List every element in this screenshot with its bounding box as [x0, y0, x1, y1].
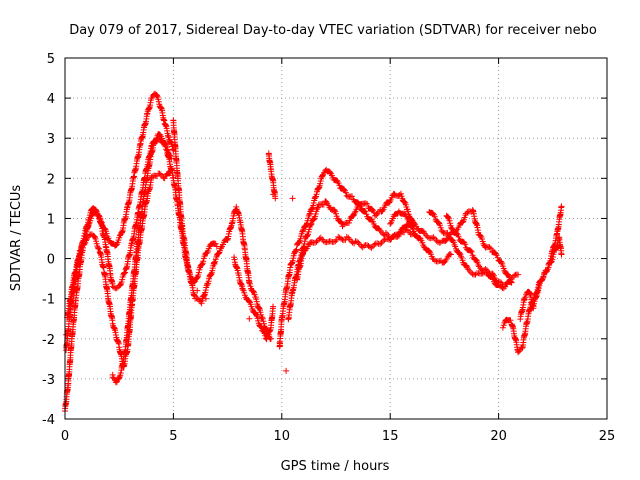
y-axis-label: SDTVAR / TECUs: [9, 185, 24, 292]
x-tick-label: 20: [490, 429, 507, 444]
axis-ticks: [64, 57, 608, 420]
y-tick-label: -4: [42, 413, 55, 428]
x-tick-label: 15: [382, 429, 399, 444]
grid-lines: [65, 58, 607, 419]
plot-frame: [64, 57, 608, 420]
y-tick-label: 2: [47, 172, 55, 187]
y-tick-label: 1: [47, 212, 55, 227]
x-tick-label: 0: [61, 429, 69, 444]
sdtvar-markers: [62, 90, 565, 414]
y-tick-label: -3: [42, 373, 55, 388]
chart-title: Day 079 of 2017, Sidereal Day-to-day VTE…: [69, 23, 597, 38]
x-tick-label: 5: [169, 429, 177, 444]
tick-labels: 0 5 10 15 20 25 -4 -3 -2 -1 0 1 2 3 4 5: [42, 52, 615, 444]
y-tick-label: 4: [47, 92, 55, 107]
x-tick-label: 10: [274, 429, 291, 444]
y-tick-label: -2: [42, 333, 55, 348]
data-points: [62, 90, 565, 414]
y-tick-label: 5: [47, 52, 55, 67]
y-tick-label: 0: [47, 253, 55, 268]
y-tick-label: 3: [47, 132, 55, 147]
x-tick-label: 25: [599, 429, 616, 444]
x-axis-label: GPS time / hours: [281, 459, 390, 474]
y-tick-label: -1: [42, 293, 55, 308]
